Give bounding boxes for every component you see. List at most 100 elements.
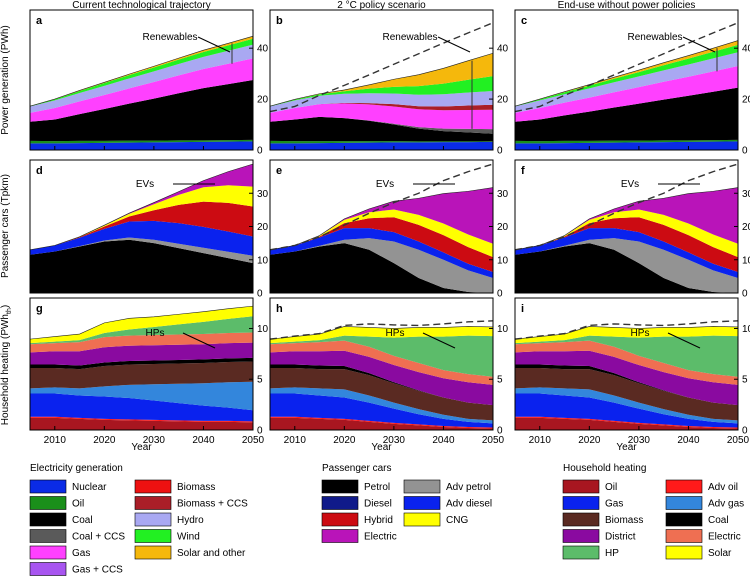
area-district <box>515 350 738 406</box>
legend-label: District <box>605 532 636 543</box>
baseline-dashed-line <box>514 163 739 251</box>
area-adv-oil <box>30 416 253 423</box>
panel-frame <box>29 297 254 431</box>
x-tick-label: 2050 <box>482 435 505 446</box>
area-solar <box>515 326 738 344</box>
area-gas <box>270 103 493 130</box>
legend-swatch <box>29 512 67 527</box>
area-gas <box>270 393 493 428</box>
area-adv-petrol <box>30 237 253 264</box>
legend-label: Adv petrol <box>446 482 491 493</box>
baseline-dashed-line <box>269 163 494 251</box>
area-nuclear <box>515 141 738 150</box>
panel-frame <box>514 297 739 431</box>
y-tick-label: 20 <box>257 222 269 233</box>
area-gas <box>515 66 738 122</box>
legend-item: Biomass <box>562 512 643 527</box>
area-gas <box>30 58 253 122</box>
legend-label: Adv diesel <box>446 499 492 510</box>
area-oil <box>515 417 738 430</box>
x-tick-label: 2030 <box>628 435 651 446</box>
legend-electricity: Electricity generation Nuclear Oil Coal Coal… <box>29 463 248 576</box>
legend-swatch <box>321 496 359 510</box>
area-coal <box>30 357 253 370</box>
total-outline <box>29 35 254 107</box>
area-adv-gas <box>270 387 493 424</box>
legend-label: Coal <box>708 515 729 526</box>
annotation-pointer <box>197 36 231 53</box>
area-hybrid <box>30 201 253 250</box>
area-oil <box>270 417 493 430</box>
total-outline <box>29 305 254 340</box>
annotation-pointer <box>437 36 471 53</box>
y-tick-label: 10 <box>257 324 269 335</box>
panel-letter: b <box>276 15 283 27</box>
row-label-heating: Household heating (PWhth) <box>0 305 13 425</box>
area-district <box>270 350 493 406</box>
y-tick-label: 0 <box>497 289 503 300</box>
legend-label: Gas <box>72 548 90 559</box>
area-hp <box>30 316 253 345</box>
legend-item: Gas <box>562 496 623 510</box>
area-biomass-ccs <box>270 102 493 113</box>
baseline-dashed-line <box>514 320 739 340</box>
panel-letter: g <box>36 303 43 315</box>
x-axis-label-3: Year <box>616 442 637 453</box>
area-solar <box>270 326 493 344</box>
legend-heating: Household heating Oil Gas Biomass District HP… <box>562 463 744 560</box>
x-tick-label: 2020 <box>333 435 356 446</box>
legend-label: Electric <box>708 532 741 543</box>
area-hydro <box>30 44 253 113</box>
panel-f: f 0 10 20 30 EVs <box>514 159 750 300</box>
annotation-pointer <box>182 332 216 349</box>
legend-swatch <box>665 479 703 494</box>
y-tick-label: 20 <box>742 95 750 106</box>
area-petrol <box>30 239 253 293</box>
legend-swatch <box>29 529 67 543</box>
y-tick-label: 0 <box>742 289 748 300</box>
legend-label: Solar <box>708 548 732 559</box>
legend-label: Adv oil <box>708 482 738 493</box>
y-tick-label: 30 <box>257 189 269 200</box>
y-tick-label: 10 <box>742 324 750 335</box>
area-hp <box>515 335 738 377</box>
area-nuclear <box>30 141 253 150</box>
panel-b: b 0 20 40 Renewables <box>269 9 509 157</box>
legend-swatch <box>134 512 172 527</box>
legend-label: Coal <box>72 515 93 526</box>
legend-item: Hydro <box>134 512 204 527</box>
panel-frame <box>29 9 254 151</box>
legend-swatch <box>665 512 703 527</box>
y-tick-label: 40 <box>497 44 509 55</box>
legend-item: CNG <box>403 512 468 527</box>
panel-frame <box>514 9 739 151</box>
legend-label: Electric <box>364 532 397 543</box>
legend-item: Gas <box>29 545 90 560</box>
area-petrol <box>515 243 738 293</box>
area-cng <box>515 209 738 258</box>
legend-item: Nuclear <box>29 479 107 494</box>
legend-label: Gas + CCS <box>72 565 123 576</box>
x-tick-label: 2020 <box>93 435 116 446</box>
legend-item: Coal + CCS <box>29 529 125 543</box>
legend-label: Hybrid <box>364 515 393 526</box>
area-hydro <box>270 90 493 113</box>
area-biomass <box>30 361 253 389</box>
x-tick-label: 2050 <box>727 435 750 446</box>
area-electric <box>270 340 493 385</box>
legend-label: HP <box>605 548 619 559</box>
x-tick-label: 2010 <box>529 435 552 446</box>
legend-item: Gas + CCS <box>29 562 123 576</box>
legend-swatch <box>562 512 600 527</box>
y-tick-label: 10 <box>257 255 269 266</box>
legend-item: District <box>562 529 636 543</box>
legend-label: Oil <box>605 482 617 493</box>
area-coal-ccs <box>270 116 493 134</box>
area-wind <box>270 76 493 107</box>
row-label-cars: Passenger cars (Tpkm) <box>0 174 11 278</box>
y-tick-label: 0 <box>742 146 748 157</box>
legend-label: Biomass <box>177 482 215 493</box>
legend-label: Wind <box>177 532 200 543</box>
legend-swatch <box>562 496 600 510</box>
legend-item: Petrol <box>321 479 390 494</box>
